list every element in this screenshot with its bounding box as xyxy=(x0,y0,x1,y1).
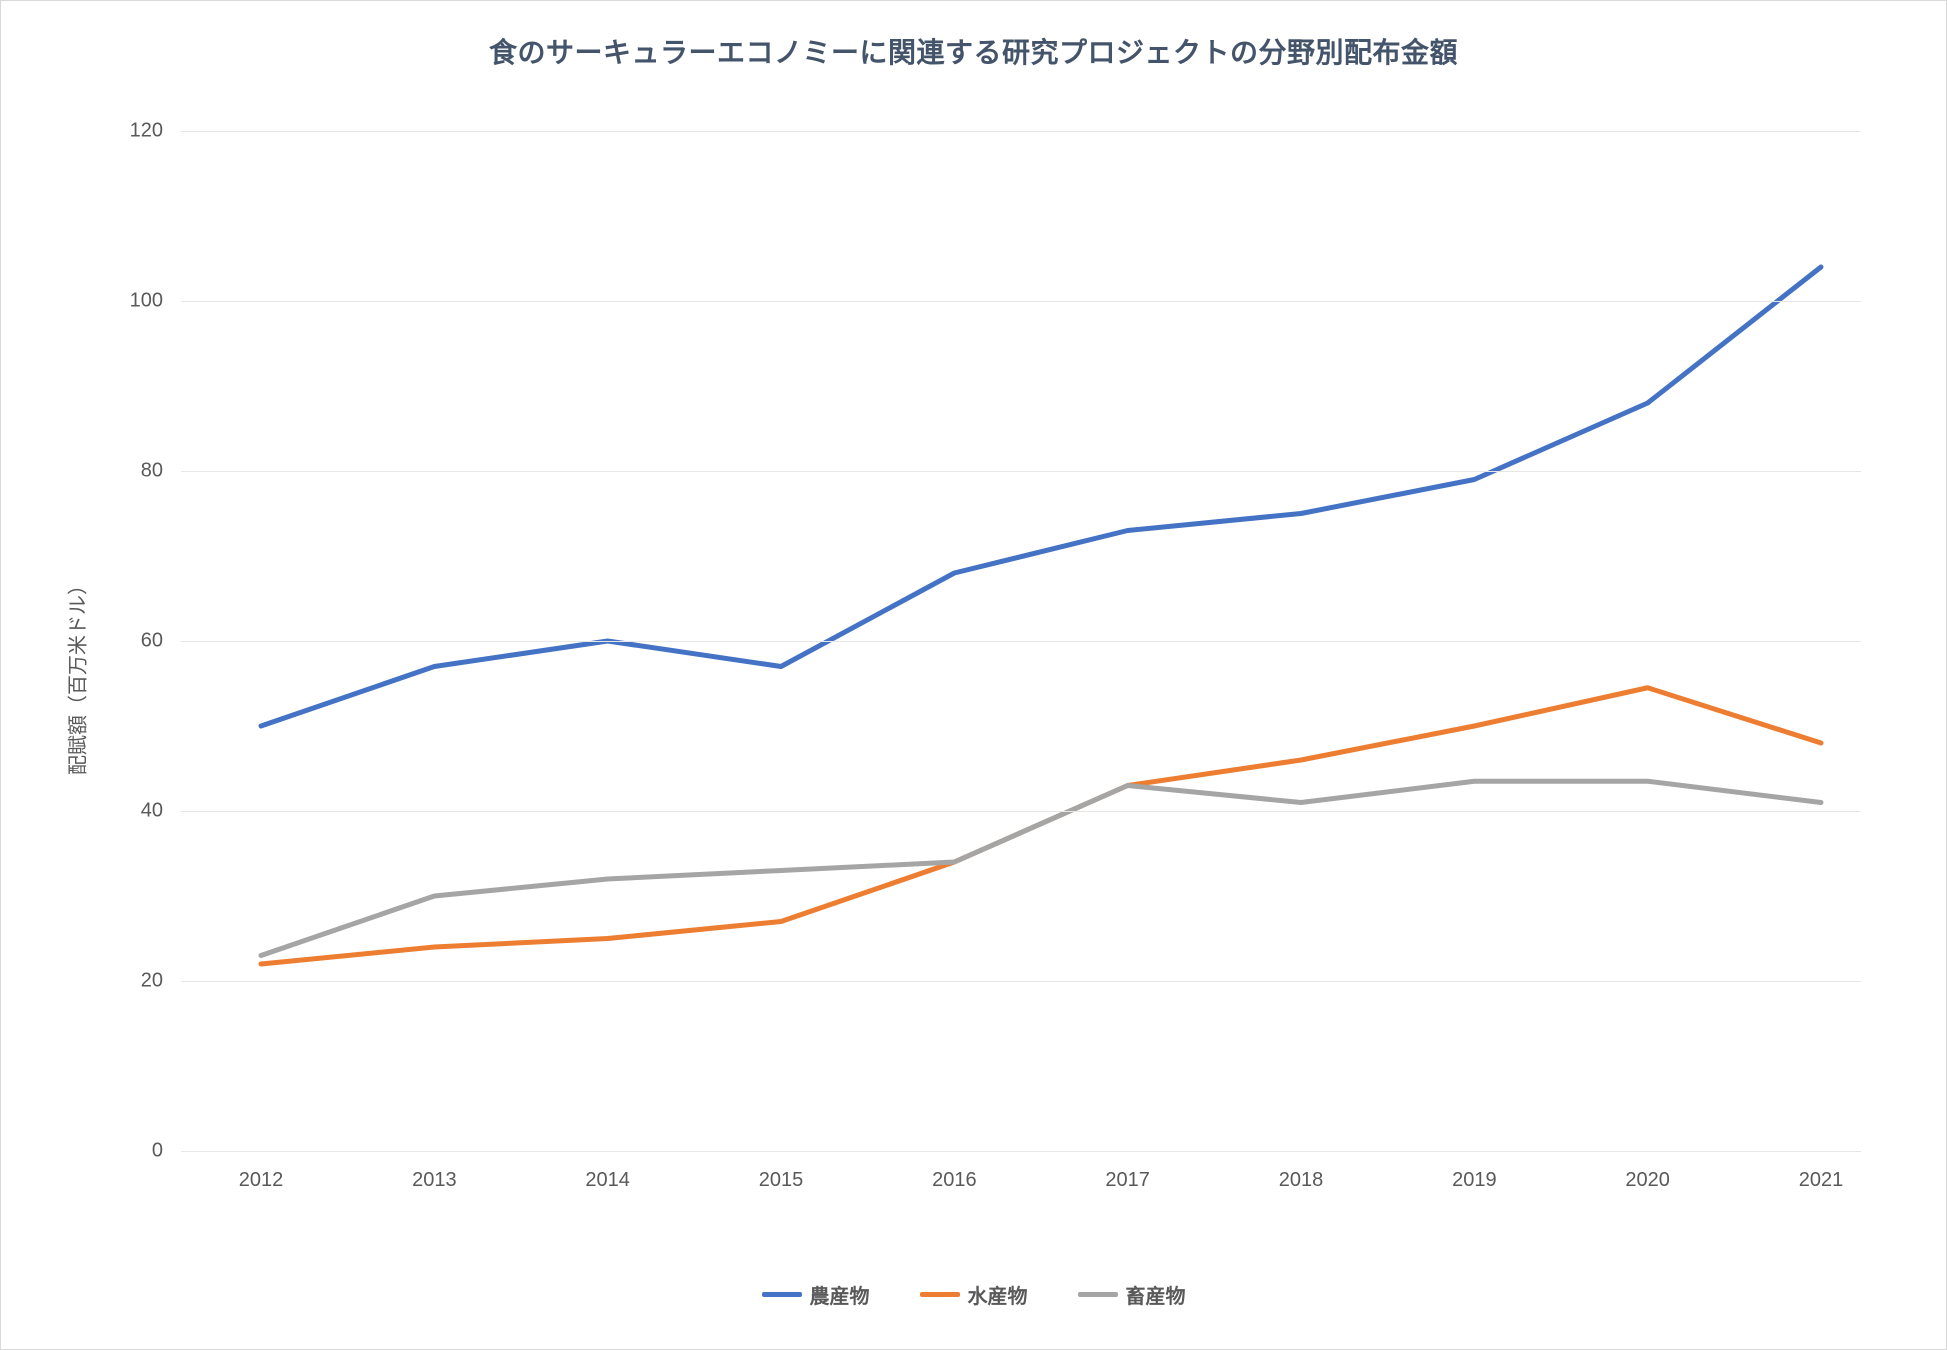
y-tick-label: 0 xyxy=(103,1140,163,1163)
legend-label: 水産物 xyxy=(968,1280,1028,1309)
plot-area: 0204060801001202012201320142015201620172… xyxy=(181,131,1861,1151)
legend-item: 畜産物 xyxy=(1078,1280,1186,1309)
chart-container: 食のサーキュラーエコノミーに関連する研究プロジェクトの分野別配布金額 配賦額（百… xyxy=(0,0,1947,1350)
x-tick-label: 2019 xyxy=(1452,1169,1497,1192)
legend-item: 農産物 xyxy=(762,1280,870,1309)
x-tick-label: 2020 xyxy=(1625,1169,1670,1192)
y-tick-label: 80 xyxy=(103,460,163,483)
gridline xyxy=(181,301,1861,302)
legend-item: 水産物 xyxy=(920,1280,1028,1309)
x-tick-label: 2014 xyxy=(585,1169,630,1192)
x-tick-label: 2021 xyxy=(1799,1169,1844,1192)
x-tick-label: 2012 xyxy=(239,1169,284,1192)
y-tick-label: 100 xyxy=(103,290,163,313)
chart-title: 食のサーキュラーエコノミーに関連する研究プロジェクトの分野別配布金額 xyxy=(1,31,1946,71)
legend-swatch xyxy=(920,1292,960,1297)
legend-swatch xyxy=(762,1292,802,1297)
legend: 農産物 水産物 畜産物 xyxy=(1,1280,1946,1309)
legend-swatch xyxy=(1078,1292,1118,1297)
legend-label: 農産物 xyxy=(810,1280,870,1309)
y-tick-label: 20 xyxy=(103,970,163,993)
gridline xyxy=(181,471,1861,472)
x-tick-label: 2015 xyxy=(759,1169,804,1192)
gridline xyxy=(181,1151,1861,1152)
gridline xyxy=(181,981,1861,982)
x-tick-label: 2018 xyxy=(1279,1169,1324,1192)
gridline xyxy=(181,641,1861,642)
y-tick-label: 60 xyxy=(103,630,163,653)
gridline xyxy=(181,131,1861,132)
y-tick-label: 40 xyxy=(103,800,163,823)
x-tick-label: 2013 xyxy=(412,1169,457,1192)
gridline xyxy=(181,811,1861,812)
x-tick-label: 2016 xyxy=(932,1169,977,1192)
series-line xyxy=(261,781,1821,955)
series-line xyxy=(261,267,1821,726)
x-tick-label: 2017 xyxy=(1105,1169,1150,1192)
y-tick-label: 120 xyxy=(103,120,163,143)
y-axis-title: 配賦額（百万米ドル） xyxy=(62,575,91,775)
legend-label: 畜産物 xyxy=(1126,1280,1186,1309)
